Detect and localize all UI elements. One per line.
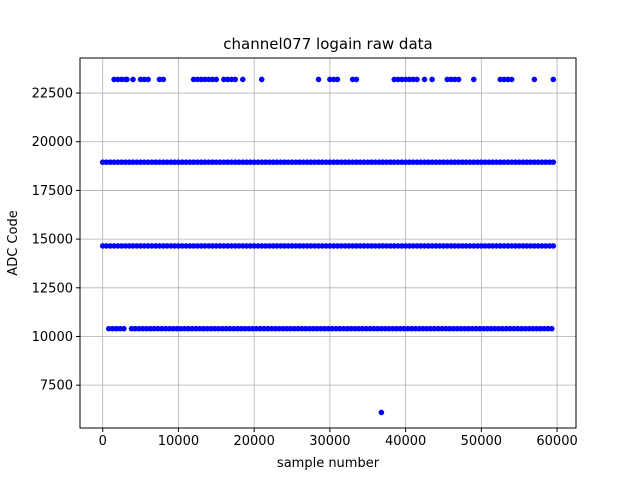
grid (80, 58, 576, 428)
data-point (145, 76, 151, 83)
data-point (550, 159, 557, 165)
data-point (121, 325, 127, 332)
data-point (550, 76, 557, 83)
data-point (550, 243, 557, 249)
data-point (531, 76, 538, 83)
x-axis-label: sample number (277, 456, 380, 471)
data-point (240, 76, 246, 83)
y-tick-label: 15000 (32, 233, 73, 248)
data-point (548, 325, 555, 332)
data-point (315, 76, 322, 83)
chart-title: channel077 logain raw data (223, 35, 432, 53)
data-point (455, 76, 462, 83)
y-tick-label: 12500 (32, 281, 73, 296)
data-point (160, 76, 167, 83)
data-point (421, 76, 428, 83)
y-axis-label: ADC Code (6, 210, 21, 275)
x-tick-label: 0 (99, 434, 107, 449)
data-point (353, 76, 360, 83)
y-tick-label: 17500 (32, 184, 73, 199)
data-point (130, 76, 136, 83)
x-tick-label: 60000 (536, 434, 577, 449)
y-tick-label: 10000 (32, 330, 73, 345)
data-point (414, 76, 420, 83)
x-tick-label: 30000 (309, 434, 350, 449)
axis-ticks: 0 10000 20000 30000 40000 50000 60000 7500 10000… (32, 87, 578, 449)
plot-frame (79, 57, 577, 429)
x-tick-label: 50000 (461, 434, 502, 449)
y-tick-label: 22500 (32, 87, 73, 102)
data-point (124, 76, 130, 83)
data-point (470, 76, 477, 83)
data-point (213, 76, 220, 83)
x-tick-label: 10000 (158, 434, 199, 449)
data-point (258, 76, 265, 83)
y-tick-label: 20000 (32, 135, 73, 150)
data-point (508, 76, 515, 83)
y-tick-label: 7500 (40, 379, 73, 394)
data-point (429, 76, 435, 83)
x-tick-label: 40000 (385, 434, 426, 449)
data-point (378, 409, 385, 416)
data-point (232, 76, 239, 83)
data-points (99, 76, 557, 416)
data-point (334, 76, 341, 83)
x-tick-label: 20000 (233, 434, 274, 449)
